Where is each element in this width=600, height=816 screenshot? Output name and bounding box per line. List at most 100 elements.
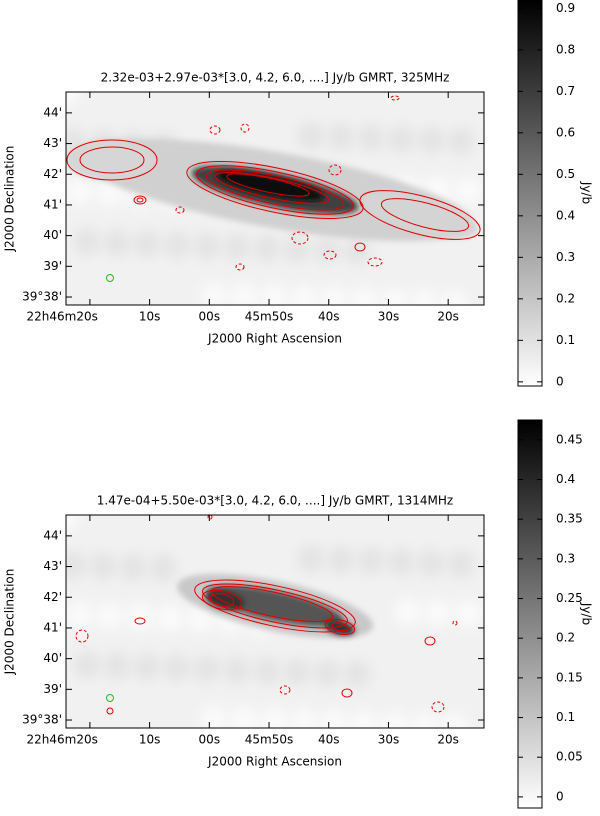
emission (66, 140, 155, 180)
colorbar-tick-label: 0.4 (556, 208, 575, 222)
colorbar-tick-label: 0.6 (556, 125, 575, 139)
x-tick-label: 00s (199, 733, 221, 747)
negative-contour (390, 95, 400, 101)
noise (253, 657, 281, 685)
contour (209, 593, 235, 607)
noise (440, 713, 468, 728)
noise (260, 284, 288, 305)
beam (106, 694, 114, 702)
noise (297, 545, 325, 573)
plot-frame (65, 91, 485, 306)
emission (361, 191, 479, 239)
contour (134, 617, 146, 625)
negative-contour (240, 123, 250, 133)
colorbar-label: Jy/b (580, 602, 594, 625)
radio-image (66, 92, 484, 305)
noise (320, 286, 348, 305)
noise (66, 551, 87, 579)
noise (350, 710, 378, 728)
noise (66, 601, 94, 629)
noise (327, 123, 355, 151)
noise (103, 652, 131, 680)
noise (394, 598, 422, 626)
x-tick-label: 22h46m20s (27, 310, 98, 324)
contour (202, 583, 348, 629)
y-tick-label: 39°38' (22, 290, 62, 304)
colorbar-tick-label: 0.05 (556, 750, 583, 764)
x-tick-label: 40s (318, 310, 340, 324)
negative-contour (291, 231, 309, 245)
contour (66, 139, 158, 181)
negative-contour (207, 515, 213, 520)
beam (106, 274, 114, 282)
negative-contour (367, 257, 383, 267)
noise (417, 549, 445, 577)
colorbar (517, 0, 543, 387)
noise (230, 283, 258, 305)
contour (324, 618, 356, 636)
colorbar-label: Jy/b (580, 181, 594, 204)
noise (200, 705, 228, 728)
title: 1.47e-04+5.50e-03*[3.0, 4.2, 6.0, ....] … (97, 494, 453, 508)
contour (226, 173, 310, 197)
noise (260, 707, 288, 728)
colorbar-tick-label: 0.7 (556, 84, 575, 98)
noise (193, 232, 221, 260)
noise (96, 602, 124, 630)
x-axis-label: J2000 Right Ascension (207, 755, 342, 769)
colorbar-tick-label: 0.3 (556, 551, 575, 565)
contour (354, 242, 366, 252)
noise (357, 124, 385, 152)
negative-contour (328, 164, 342, 176)
noise (410, 289, 438, 305)
noise (454, 600, 482, 628)
colorbar-tick-label: 0.35 (556, 512, 583, 526)
noise (163, 231, 191, 259)
contour (424, 636, 436, 646)
y-tick-label: 41' (43, 620, 62, 634)
contour (359, 190, 481, 240)
noise (66, 515, 80, 529)
y-tick-label: 44' (43, 528, 62, 542)
y-tick-label: 39°38' (22, 713, 62, 727)
x-tick-label: 40s (318, 733, 340, 747)
noise (103, 229, 131, 257)
contour (341, 688, 353, 698)
noise (357, 547, 385, 575)
contour (136, 197, 144, 203)
noise (380, 288, 408, 305)
noise (410, 712, 438, 728)
noise (126, 603, 154, 631)
x-tick-label: 20s (437, 310, 459, 324)
noise (350, 287, 378, 305)
noise (186, 605, 214, 633)
negative-contour (175, 206, 185, 214)
colorbar-tick-label: 0.1 (556, 333, 575, 347)
x-tick-label: 30s (378, 733, 400, 747)
noise (133, 230, 161, 258)
y-tick-label: 42' (43, 167, 62, 181)
colorbar (517, 419, 543, 809)
contour (210, 586, 334, 622)
emission (216, 170, 324, 202)
noise (73, 228, 101, 256)
noise (454, 177, 482, 205)
x-tick-label: 22h46m20s (27, 733, 98, 747)
noise (313, 659, 341, 687)
colorbar-tick-label: 0.1 (556, 710, 575, 724)
y-axis-label: J2000 Declination (3, 569, 17, 676)
colorbar-tick-label: 0.2 (556, 291, 575, 305)
contour (201, 589, 243, 611)
noise (447, 127, 475, 155)
noise (417, 126, 445, 154)
negative-contour (323, 250, 337, 260)
noise (66, 92, 80, 106)
noise (440, 290, 468, 305)
y-tick-label: 39' (43, 682, 62, 696)
colorbar-tick-label: 0.9 (556, 1, 575, 15)
noise (283, 235, 311, 263)
noise (163, 654, 191, 682)
noise (380, 711, 408, 728)
colorbar-tick-label: 0.2 (556, 631, 575, 645)
y-tick-label: 44' (43, 105, 62, 119)
